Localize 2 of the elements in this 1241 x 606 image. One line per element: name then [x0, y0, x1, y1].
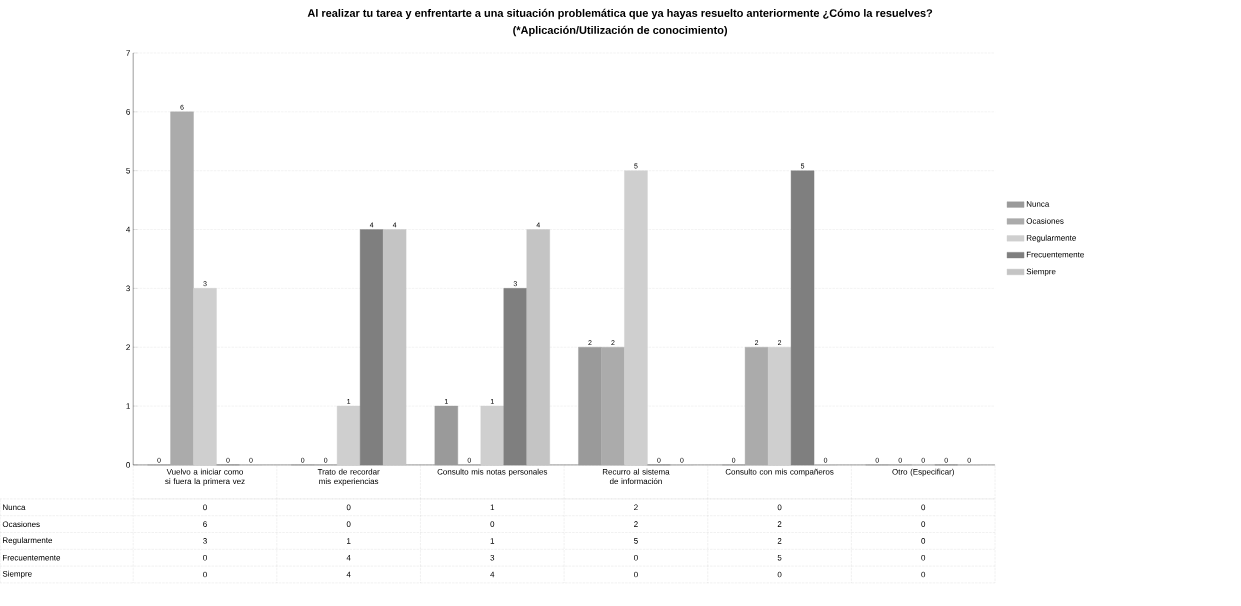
chart-subtitle: (*Aplicación/Utilización de conocimiento) — [513, 25, 728, 37]
chart-title: Al realizar tu tarea y enfrentarte a una situación problemática que ya hayas resuelto anteriormente ¿Cómo la resuelves? — [307, 8, 933, 20]
